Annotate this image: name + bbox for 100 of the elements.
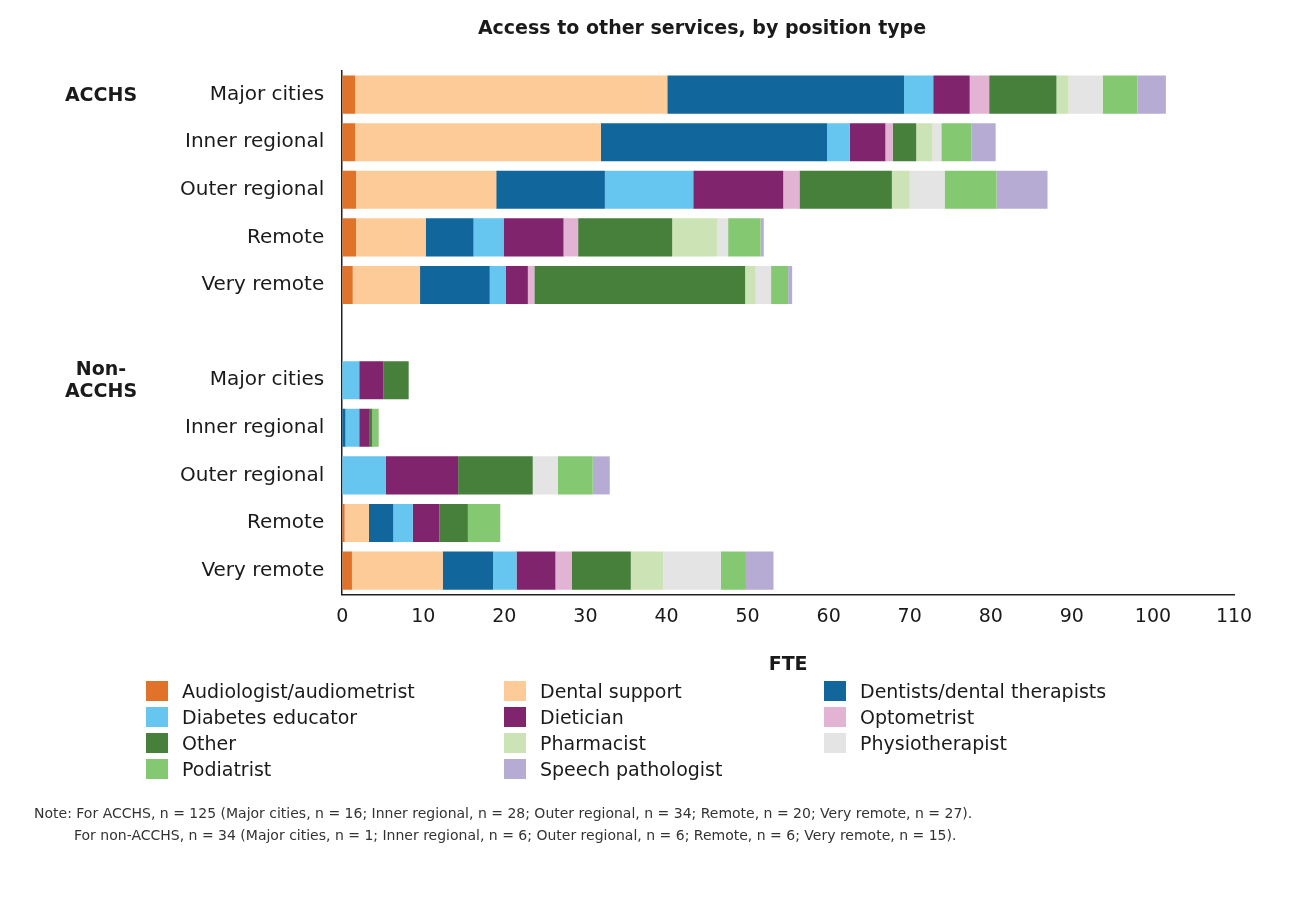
legend-label: Physiotherapist [860, 732, 1007, 754]
x-tick-label: 90 [1059, 603, 1084, 626]
legend-label: Speech pathologist [540, 758, 723, 780]
bar [1102, 75, 1138, 114]
bar [534, 265, 746, 305]
bar [799, 170, 892, 209]
bar [783, 170, 800, 209]
x-tick-label: 110 [1215, 603, 1253, 626]
bar [1137, 75, 1166, 114]
bar [600, 123, 828, 162]
x-tick-label: 10 [411, 603, 436, 626]
y-tick-label: Inner regional [185, 414, 325, 438]
bar [885, 123, 893, 162]
text: For non-ACCHS, n = 34 (Major cities, n = 1; Inner regional, n = 6; Outer regional, n = 6; Remote, n = 6; Very remote, n = 15). [73, 826, 958, 845]
bar [904, 75, 934, 114]
legend-label: Dental support [540, 680, 682, 702]
bar [663, 551, 721, 590]
x-tick-label: 80 [978, 603, 1003, 626]
legend-label: Dentists/dental therapists [860, 680, 1107, 702]
bar [420, 265, 490, 305]
bar [555, 551, 572, 590]
bar [342, 170, 356, 209]
x-axis-title: FTE [768, 651, 808, 674]
bar [516, 551, 556, 590]
y-tick-label: Major cities [209, 366, 325, 391]
x-tick-label: 0 [336, 603, 349, 626]
bar [368, 503, 394, 543]
bar [1056, 75, 1069, 114]
bar [771, 265, 789, 305]
x-tick-label: 60 [816, 603, 841, 626]
y-tick-label: Very remote [201, 271, 325, 296]
bar [342, 265, 353, 305]
bar [342, 123, 356, 162]
bar [351, 551, 443, 590]
bar [342, 75, 356, 114]
bar [342, 456, 386, 495]
y-tick-label: Remote [247, 509, 325, 534]
legend-label: Audiologist/audiometrist [182, 680, 415, 702]
bar [916, 123, 933, 162]
bar [527, 265, 535, 305]
chart-title: Access to other services, by position type [477, 16, 927, 39]
bar [359, 408, 370, 447]
bar [342, 551, 352, 590]
bar [458, 456, 533, 495]
bar [892, 123, 917, 162]
y-tick-label: Outer regional [179, 176, 325, 200]
y-tick-label: Remote [247, 223, 325, 248]
bar [473, 218, 504, 257]
bar [827, 123, 850, 162]
x-tick-label: 40 [654, 603, 679, 626]
bar [412, 503, 440, 543]
legend-label: Diabetes educator [182, 706, 358, 728]
bar [578, 218, 673, 257]
y-tick-label: Very remote [201, 556, 325, 581]
text: Non-ACCHS [64, 357, 138, 402]
bar [342, 218, 356, 257]
bar [571, 551, 631, 590]
bar [372, 408, 379, 447]
y-tick-label: Inner regional [185, 128, 325, 153]
x-tick-label: 70 [897, 603, 922, 626]
x-tick-label: 20 [492, 603, 517, 626]
bar [745, 265, 756, 305]
bar [849, 123, 886, 162]
bar [944, 170, 997, 209]
bar [355, 170, 497, 209]
bar [933, 75, 970, 114]
bar [971, 123, 996, 162]
bar [717, 218, 729, 257]
bar [352, 265, 421, 305]
bar [355, 123, 601, 162]
bar [442, 551, 493, 590]
bar [467, 503, 501, 543]
bar [393, 503, 413, 543]
bar [745, 551, 774, 590]
bar [720, 551, 746, 590]
bar [496, 170, 605, 209]
x-tick-label: 30 [573, 603, 598, 626]
bar [344, 503, 369, 543]
bar [1068, 75, 1103, 114]
bar [630, 551, 664, 590]
bar [969, 75, 990, 114]
legend-label: Other [182, 732, 236, 754]
bar [493, 551, 517, 590]
legend-label: Podiatrist [182, 758, 272, 780]
bar [385, 456, 459, 495]
bar [563, 218, 579, 257]
bar [941, 123, 972, 162]
bar [996, 170, 1048, 209]
bar [355, 75, 668, 114]
bar [439, 503, 468, 543]
bar [425, 218, 474, 257]
bar [503, 218, 564, 257]
bar [557, 456, 593, 495]
x-tick-label: 100 [1134, 603, 1172, 626]
legend-label: Pharmacist [540, 732, 646, 754]
bar [342, 361, 360, 400]
bar [755, 265, 772, 305]
text: Note: For ACCHS, n = 125 (Major cities, n = 16; Inner regional, n = 28; Outer regional, n = 34; Remote, n = 20; Very remote, n = 27). [34, 804, 974, 823]
bar [667, 75, 905, 114]
bar [909, 170, 945, 209]
